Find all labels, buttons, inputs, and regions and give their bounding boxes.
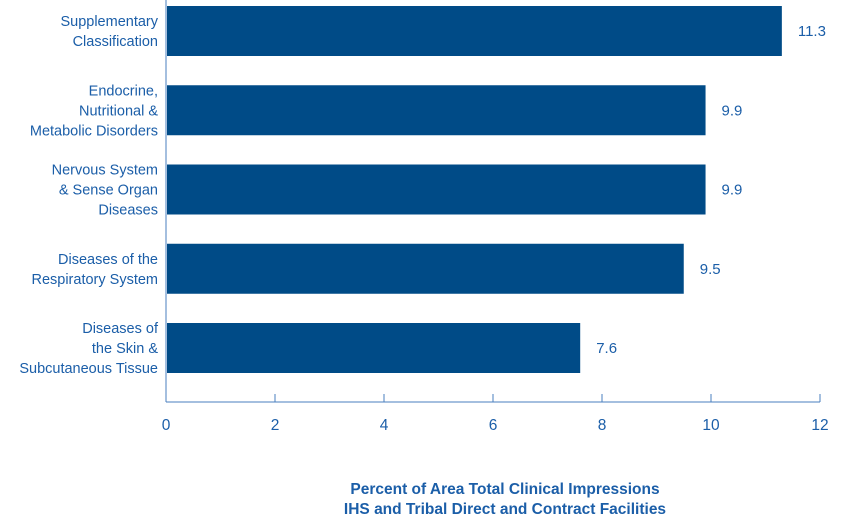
x-tick-label: 6 bbox=[489, 417, 498, 434]
category-label: Diseases of bbox=[82, 321, 159, 337]
x-axis-title-line-2: IHS and Tribal Direct and Contract Facil… bbox=[343, 501, 667, 518]
bar bbox=[167, 323, 581, 373]
x-tick-label: 10 bbox=[702, 417, 720, 434]
category-label: Endocrine, bbox=[89, 83, 158, 99]
value-label: 7.6 bbox=[596, 340, 617, 357]
x-axis-title-line-1: Percent of Area Total Clinical Impressio… bbox=[350, 481, 660, 498]
value-label: 9.9 bbox=[722, 102, 743, 119]
bar bbox=[167, 6, 782, 56]
value-label: 9.5 bbox=[700, 261, 721, 278]
category-label: Classification bbox=[73, 34, 158, 50]
x-tick-label: 0 bbox=[162, 417, 171, 434]
x-tick-label: 12 bbox=[811, 417, 828, 434]
category-label: Nutritional & bbox=[79, 103, 158, 119]
x-tick-label: 4 bbox=[380, 417, 389, 434]
category-label: Supplementary bbox=[60, 14, 158, 30]
value-label: 11.3 bbox=[798, 23, 826, 40]
bar bbox=[167, 243, 684, 294]
value-label: 9.9 bbox=[722, 182, 743, 199]
category-label: the Skin & bbox=[92, 341, 158, 357]
category-label: Metabolic Disorders bbox=[30, 123, 158, 139]
bar bbox=[167, 85, 706, 136]
category-label: Diseases bbox=[98, 203, 158, 219]
category-label: Nervous System bbox=[52, 163, 158, 179]
x-tick-label: 2 bbox=[271, 417, 280, 434]
x-tick-label: 8 bbox=[598, 417, 607, 434]
category-label: & Sense Organ bbox=[59, 183, 158, 199]
category-label: Diseases of the bbox=[58, 252, 158, 268]
category-label: Respiratory System bbox=[31, 272, 158, 288]
category-label: Subcutaneous Tissue bbox=[19, 361, 158, 377]
bar bbox=[167, 164, 706, 215]
x-axis-title: Percent of Area Total Clinical Impressio… bbox=[210, 480, 800, 520]
